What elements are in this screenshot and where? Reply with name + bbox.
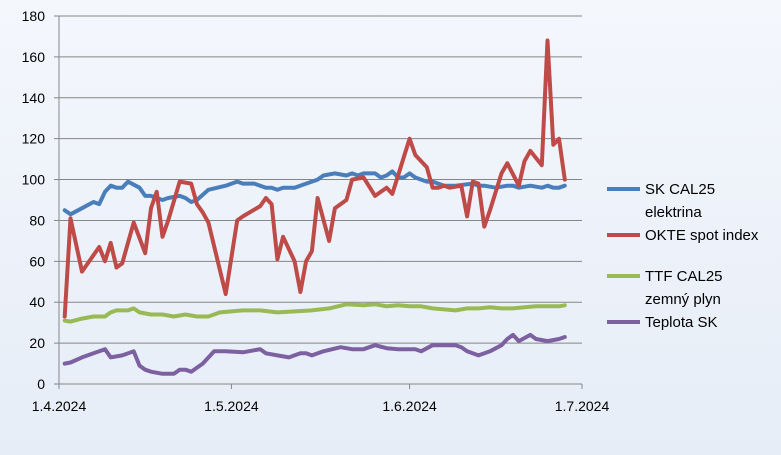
- y-tick-label: 20: [29, 335, 45, 351]
- y-tick-label: 100: [22, 172, 46, 188]
- x-tick-label: 1.4.2024: [32, 398, 87, 414]
- legend-label-4: Teplota SK: [645, 314, 718, 331]
- series-line-4: [62, 332, 567, 376]
- legend-label-1: elektrina: [645, 204, 702, 221]
- y-tick-label: 0: [37, 376, 45, 392]
- y-tick-label: 180: [22, 8, 46, 24]
- y-tick-label: 120: [22, 131, 46, 147]
- y-tick-label: 160: [22, 49, 46, 65]
- series-lines: [62, 38, 567, 376]
- legend-label-3: zemný plyn: [645, 291, 721, 308]
- legend-label-1: SK CAL25: [645, 181, 715, 198]
- x-tick-label: 1.6.2024: [382, 398, 437, 414]
- x-axis: 1.4.2024 1.5.2024 1.6.2024 1.7.2024: [32, 383, 610, 414]
- y-tick-label: 60: [29, 253, 45, 269]
- x-tick-label: 1.7.2024: [555, 398, 610, 414]
- y-axis: 0 20 40 60 80 100 120 140 160 180: [22, 8, 60, 392]
- legend-label-2: OKTE spot index: [645, 227, 759, 244]
- series-line-3: [62, 302, 567, 324]
- legend-label-3: TTF CAL25: [645, 268, 723, 285]
- y-tick-label: 80: [29, 212, 45, 228]
- x-tick-label: 1.5.2024: [204, 398, 259, 414]
- series-line-2: [62, 38, 567, 319]
- y-tick-label: 140: [22, 90, 46, 106]
- legend: SK CAL25 elektrina OKTE spot index TTF CAL2…: [607, 181, 759, 331]
- y-tick-label: 40: [29, 294, 45, 310]
